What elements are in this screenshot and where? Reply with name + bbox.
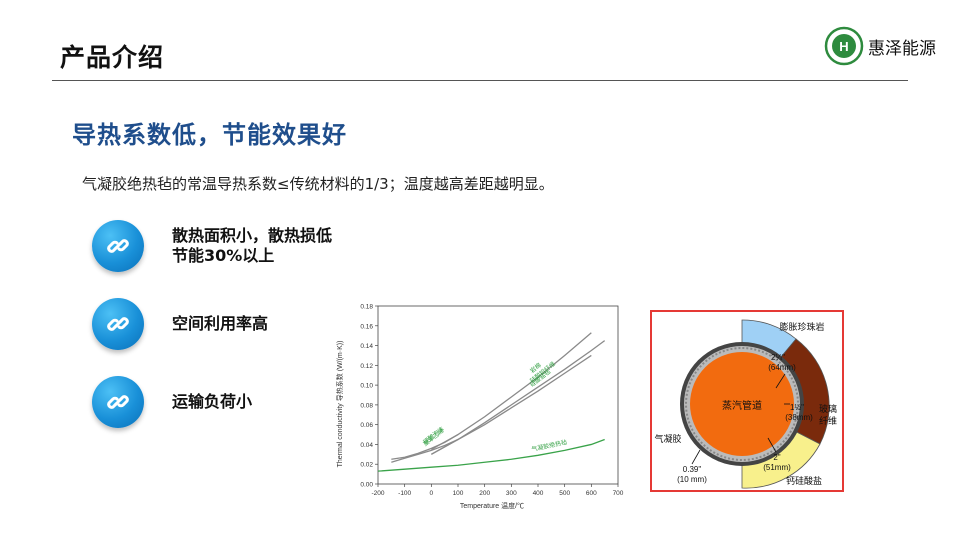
page-title: 产品介绍 <box>60 43 165 72</box>
steam-pipe-core <box>690 352 794 456</box>
aerogel-size: 0.39" <box>683 465 702 474</box>
y-tick-label: 0.18 <box>360 304 373 311</box>
perlite-label: 膨胀珍珠岩 <box>779 321 824 332</box>
feature-text: 空间利用率高 <box>172 314 268 334</box>
glass-label-2: 纤维 <box>819 415 837 426</box>
x-tick-label: 0 <box>430 490 434 497</box>
series-line <box>431 340 606 455</box>
x-tick-label: -100 <box>398 490 411 497</box>
feature-item-heat-loss: 散热面积小，散热损低 节能30%以上 <box>92 220 332 272</box>
y-tick-label: 0.16 <box>360 323 373 330</box>
y-tick-label: 0.02 <box>360 462 373 469</box>
x-tick-label: 500 <box>559 490 570 497</box>
glass-size: 1½" <box>790 403 804 412</box>
feature-line: 空间利用率高 <box>172 314 269 333</box>
x-tick-label: 400 <box>533 490 544 497</box>
glass-label-1: 玻璃 <box>819 403 837 414</box>
svg-text:H: H <box>839 39 848 54</box>
y-tick-label: 0.14 <box>360 343 373 350</box>
feature-text: 散热面积小，散热损低 节能30%以上 <box>172 226 332 266</box>
x-tick-label: 600 <box>586 490 597 497</box>
y-tick-label: 0.00 <box>360 482 373 489</box>
company-name: 惠泽能源 <box>868 39 936 59</box>
feature-line: 散热面积小，散热损低 <box>172 226 333 245</box>
pipe-cross-section: 蒸汽管道 膨胀珍珠岩 2¼" (64mm) 玻璃 纤维 1½" (38mm) 2… <box>654 319 837 489</box>
y-tick-label: 0.10 <box>360 383 373 390</box>
x-tick-label: -200 <box>371 490 384 497</box>
perlite-size: 2¼" <box>771 353 785 362</box>
x-tick-label: 700 <box>613 490 624 497</box>
calcium-size: 2" <box>773 453 780 462</box>
title-divider <box>52 80 908 81</box>
chart-xlabel: Temperature 温度/℃ <box>460 501 524 510</box>
calcium-mm: (51mm) <box>763 463 791 472</box>
core-label: 蒸汽管道 <box>722 399 762 412</box>
link-icon <box>92 298 144 350</box>
glass-mm: (38mm) <box>785 413 813 422</box>
y-tick-label: 0.12 <box>360 363 373 370</box>
pipe-insulation-diagram: 蒸汽管道 膨胀珍珠岩 2¼" (64mm) 玻璃 纤维 1½" (38mm) 2… <box>650 310 844 492</box>
y-tick-label: 0.08 <box>360 402 373 409</box>
link-icon <box>92 376 144 428</box>
feature-text: 运输负荷小 <box>172 392 252 412</box>
x-tick-label: 100 <box>453 490 464 497</box>
series-line <box>391 438 459 463</box>
series-line <box>377 438 605 472</box>
aerogel-mm: (10 mm) <box>677 475 707 484</box>
series-line <box>391 433 459 460</box>
feature-line: 节能30%以上 <box>172 246 275 265</box>
series-line <box>431 332 592 450</box>
y-tick-label: 0.06 <box>360 422 373 429</box>
chart-ylabel: Thermal conductivity 导热系数 (W/(m·K)) <box>335 341 344 468</box>
section-heading: 导热系数低，节能效果好 <box>72 121 347 149</box>
y-tick-label: 0.04 <box>360 442 373 449</box>
thermal-conductivity-chart: Thermal conductivity 导热系数 (W/(m·K)) Temp… <box>335 304 624 511</box>
chart-frame <box>377 305 619 485</box>
company-logo: H <box>824 26 864 66</box>
section-subtext: 气凝胶绝热毡的常温导热系数≤传统材料的1/3；温度越高差距越明显。 <box>82 175 554 193</box>
perlite-mm: (64mm) <box>768 363 796 372</box>
feature-item-space: 空间利用率高 <box>92 298 268 350</box>
feature-line: 运输负荷小 <box>172 392 253 411</box>
x-tick-label: 200 <box>479 490 490 497</box>
calcium-label: 钙硅酸盐 <box>786 475 822 486</box>
x-tick-label: 300 <box>506 490 517 497</box>
aerogel-label: 气凝胶 <box>654 433 681 444</box>
link-icon <box>92 220 144 272</box>
feature-item-transport: 运输负荷小 <box>92 376 252 428</box>
